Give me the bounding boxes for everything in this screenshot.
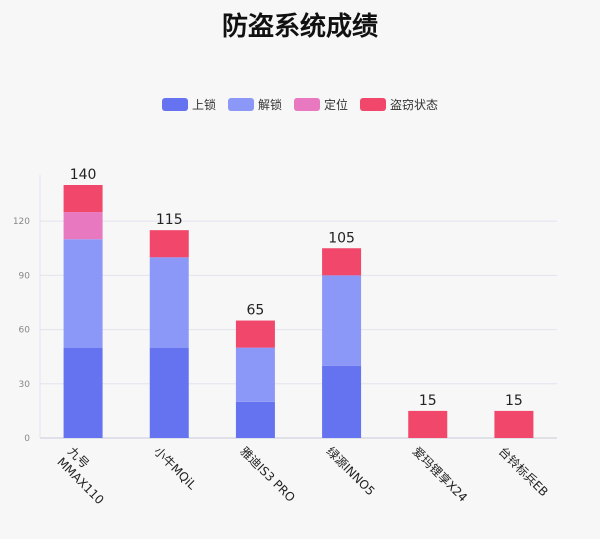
legend-item-1[interactable]: 解锁 bbox=[227, 96, 282, 113]
chart-title: 防盗系统成绩 bbox=[221, 12, 378, 42]
bar-segment-3 bbox=[149, 230, 189, 258]
bar-segment-1 bbox=[149, 257, 189, 348]
bar-segment-3 bbox=[235, 320, 275, 348]
legend-swatch bbox=[360, 98, 387, 111]
bar-segment-1 bbox=[322, 275, 362, 366]
bar-segment-3 bbox=[63, 185, 103, 213]
legend-item-0[interactable]: 上锁 bbox=[161, 96, 216, 113]
bar-segment-2 bbox=[63, 212, 103, 240]
y-tick-label: 120 bbox=[13, 217, 30, 227]
y-tick-label: 0 bbox=[24, 434, 30, 444]
bar-total-label: 65 bbox=[247, 303, 265, 319]
legend-swatch bbox=[294, 98, 320, 111]
bar-segment-0 bbox=[149, 347, 189, 438]
legend-item-2[interactable]: 定位 bbox=[294, 96, 348, 113]
bar-segment-0 bbox=[235, 401, 275, 438]
bar-total-label: 15 bbox=[505, 393, 523, 409]
x-category-label: 小牛MQiL bbox=[151, 444, 200, 493]
bar-segment-3 bbox=[494, 410, 534, 438]
bar-segment-0 bbox=[63, 347, 103, 438]
legend-swatch bbox=[161, 98, 188, 111]
bar-segment-1 bbox=[63, 239, 103, 348]
bar-segment-3 bbox=[408, 410, 448, 438]
bar-total-label: 115 bbox=[156, 212, 183, 228]
y-tick-label: 90 bbox=[19, 271, 31, 281]
y-tick-label: 30 bbox=[19, 380, 31, 390]
legend-label: 上锁 bbox=[191, 98, 216, 112]
x-category-label: 九号MMAX110 bbox=[54, 444, 117, 507]
bar-segment-0 bbox=[322, 365, 362, 438]
x-category-label: 雅迪IS3 PRO bbox=[237, 444, 298, 505]
legend-label: 盗窃状态 bbox=[390, 98, 439, 112]
y-tick-label: 60 bbox=[19, 326, 31, 336]
bar-total-label: 15 bbox=[419, 393, 437, 409]
legend-item-3[interactable]: 盗窃状态 bbox=[360, 96, 438, 113]
legend-label: 定位 bbox=[324, 98, 349, 112]
legend-label: 解锁 bbox=[257, 98, 282, 112]
x-category-label: 台铃标兵EB bbox=[496, 444, 552, 500]
bar-total-label: 105 bbox=[328, 230, 355, 246]
bar-total-label: 140 bbox=[70, 167, 97, 183]
chart-legend: 上锁 解锁 定位 盗窃状态 bbox=[0, 96, 600, 113]
x-category-label: 爱玛锂享X24 bbox=[410, 444, 471, 505]
x-category-label: 绿源INNO5 bbox=[323, 444, 378, 499]
bar-segment-1 bbox=[235, 347, 275, 402]
bar-segment-3 bbox=[322, 248, 362, 276]
legend-swatch bbox=[227, 98, 254, 111]
